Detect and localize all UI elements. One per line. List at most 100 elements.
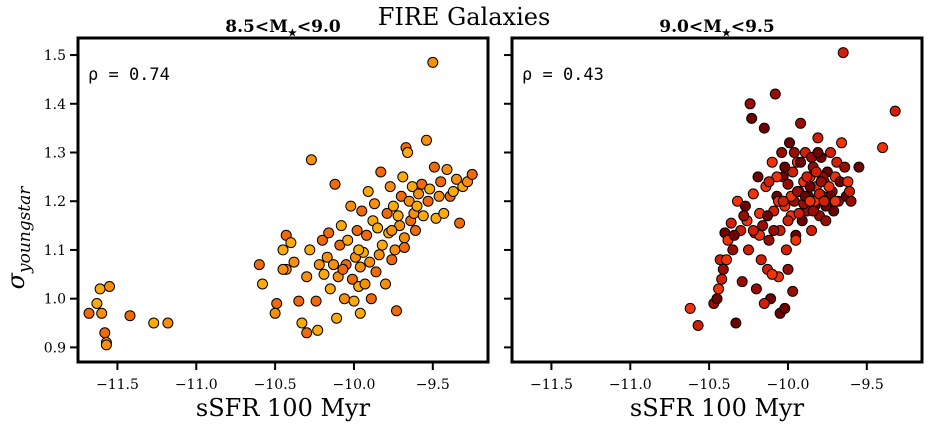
scatter-point [877,142,889,154]
scatter-point [339,293,350,305]
scatter-point [91,298,103,309]
scatter-point [787,166,799,178]
x-axis-label: sSFR 100 Myr [196,394,371,422]
scatter-point [301,327,313,339]
scatter-point [354,307,366,319]
panel-title-subscript: ★ [722,28,731,39]
panel-title: 9.0<M★<9.5 [659,17,774,39]
scatter-point [739,200,751,212]
scatter-point [779,161,791,173]
scatter-point [323,227,335,239]
scatter-point [334,239,346,251]
scatter-point [762,210,773,222]
scatter-point [83,307,95,319]
scatter-point [304,244,316,256]
scatter-points [684,47,901,331]
scatter-point [747,225,759,236]
y-tick-label: 1.3 [44,145,66,161]
scatter-point [784,137,795,149]
scatter-point [269,307,281,319]
scatter-point [403,195,415,207]
scatter-point [829,195,841,207]
scatter-point [372,222,384,234]
scatter-point [755,254,767,266]
scatter-point [713,283,725,295]
scatter-point [277,244,289,256]
plot-frame [76,36,490,364]
scatter-point [793,207,805,219]
scatter-point [411,200,423,212]
scatter-point [752,171,764,183]
scatter-point [422,195,434,207]
correlation-annotation: ρ = 0.43 [522,65,604,85]
scatter-point [746,112,758,124]
scatter-point [810,166,822,178]
scatter-point [94,283,106,295]
scatter-point [346,273,358,285]
scatter-point [801,171,813,183]
scatter-point [757,220,769,232]
y-tick-label: 1.2 [44,194,66,210]
scatter-point [402,147,414,158]
scatter-point [787,285,799,297]
scatter-point [124,310,136,322]
scatter-point [353,244,365,256]
scatter-point [837,47,849,59]
scatter-point [394,220,406,232]
scatter-point [804,181,816,193]
scatter-point [100,339,112,351]
y-tick-label: 0.9 [44,340,66,356]
scatter-point [359,278,371,290]
scatter-point [351,225,363,236]
scatter-point [780,244,792,256]
scatter-point [815,176,827,188]
scatter-point [356,205,368,217]
scatter-point [804,195,816,207]
scatter-point [313,259,325,271]
scatter-point [795,117,807,129]
scatter-point [386,225,398,236]
scatter-point [766,156,778,168]
scatter-point [807,205,819,217]
x-tick-label: −11.5 [96,377,139,393]
scatter-point [387,200,399,212]
scatter-point [768,225,780,236]
scatter-point [769,88,781,100]
y-tick-label: 1.5 [44,48,66,64]
figure-title: FIRE Galaxies [378,3,551,31]
scatter-point [454,217,466,229]
x-tick-label: −9.5 [416,377,450,393]
scatter-point [271,298,283,309]
scatter-point [293,295,305,307]
scatter-point [684,302,696,314]
scatter-point [421,134,432,146]
scatter-point [398,232,410,244]
scatter-point [831,156,843,168]
y-tick-label: 1.1 [44,243,66,259]
x-tick-label: −10.5 [254,377,297,393]
scatter-point [373,249,385,261]
scatter-point [776,147,788,158]
scatter-point [844,186,855,197]
scatter-point [725,217,737,229]
y-axis-label: σyoungstar [2,186,35,290]
scatter-point [288,256,300,268]
scatter-point [727,244,739,256]
scatter-point [364,256,376,268]
scatter-point [296,317,308,329]
right-panel: 9.0<M★<9.5 −11.5 −11.0 −10.5 −10.0 −9.5 sSFR 1… [504,17,924,422]
scatter-point [318,268,330,280]
y-tick-label: 1.0 [44,292,66,308]
scatter-point [845,195,857,207]
scatter-point [342,234,354,246]
scatter-point [728,229,740,241]
scatter-point [812,147,824,158]
scatter-point [818,195,830,207]
scatter-point [285,237,297,249]
x-tick-label: −10.5 [688,377,731,393]
y-tick-label: 1.4 [44,97,66,113]
scatter-point [348,295,360,307]
scatter-point [389,244,401,256]
scatter-point [795,156,807,168]
scatter-point [376,239,388,251]
